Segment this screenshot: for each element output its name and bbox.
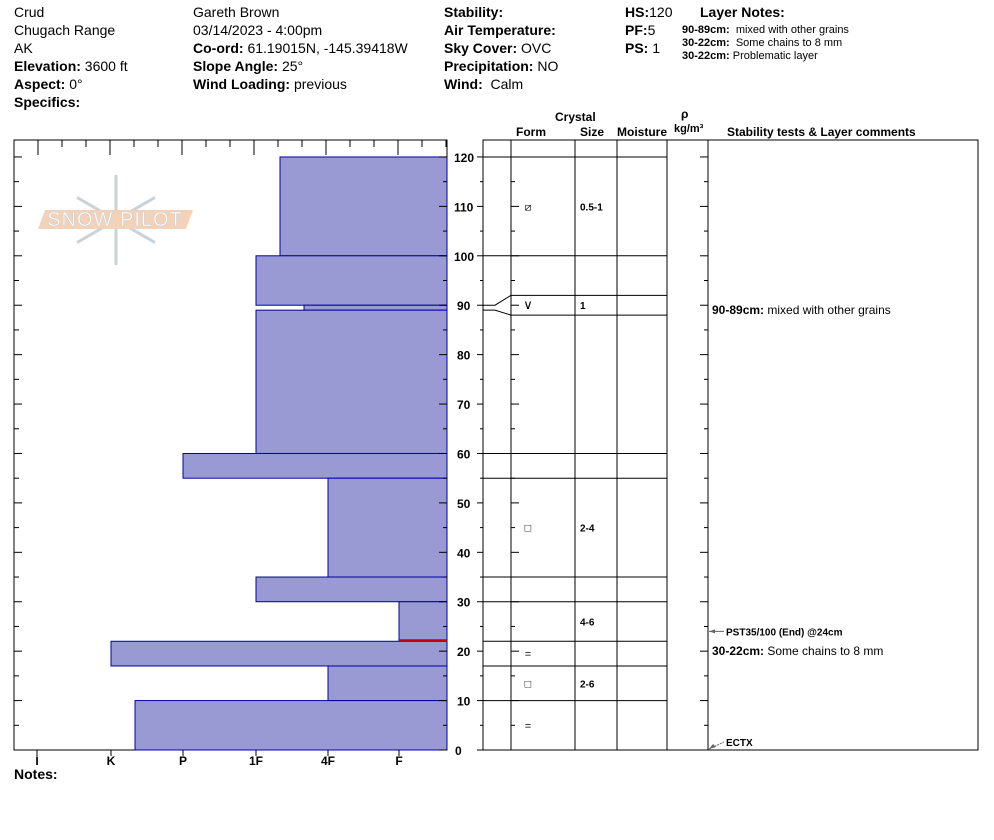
specifics-label: Specifics: [14,94,81,110]
observer: Gareth Brown [193,4,280,20]
wind: Wind: Calm [444,76,524,92]
header-rho: ρ [681,107,689,121]
depth-label: 90 [457,299,471,313]
stability-test: PST35/100 (End) @24cm [726,627,843,638]
hardness-label-P: P [179,754,187,768]
depth-label: 70 [457,398,471,412]
hs: HS:120 [625,4,673,20]
hardness-bar [327,665,448,702]
hardness-label-1F: 1F [249,754,263,768]
header-size: Size [580,125,605,139]
hardness-bar [255,309,448,454]
layer-notes-title: Layer Notes: [700,4,785,20]
range: Chugach Range [14,22,116,38]
hardness-bar [327,477,448,578]
location: Crud [14,4,45,20]
ps: PS: 1 [625,40,661,56]
depth-label: 0 [455,744,462,758]
header-crystal: Crystal [555,110,596,124]
grain-size: 2-4 [580,524,595,535]
hardness-bar [303,304,448,311]
layer-note: 30-22cm: Some chains to 8 mm [682,37,843,49]
depth-label: 10 [457,695,471,709]
precipitation: Precipitation: NO [444,58,559,74]
hardness-bar [182,452,448,479]
hardness-bar [398,601,448,642]
depth-label: 40 [457,546,471,560]
layer-comment: 30-22cm: Some chains to 8 mm [712,644,883,658]
datetime: 03/14/2023 - 4:00pm [193,22,323,38]
header-form: Form [516,125,546,139]
depth-label: 110 [454,200,474,214]
grain-form-icon: □ [525,523,532,535]
depth-label: 30 [457,596,471,610]
depth-label: 80 [457,349,471,363]
hardness-label-I: I [35,754,38,768]
sky-cover: Sky Cover: OVC [444,40,552,56]
grain-size: 4-6 [580,618,595,629]
depth-label: 100 [454,250,474,264]
pf: PF:5 [625,22,656,38]
header-density: kg/m³ [674,123,704,135]
test-arrow [708,741,725,750]
layer-connector [483,294,512,306]
grain-form-icon: ∨ [523,297,533,312]
state: AK [14,40,33,56]
notes-label: Notes: [14,766,58,782]
grain-form-icon: = [525,720,531,732]
grain-size: 2-6 [580,679,595,690]
hardness-bar [110,640,448,667]
depth-label: 120 [454,151,474,165]
hardness-bar [255,576,448,603]
hardness-label-K: K [107,754,116,768]
grain-form-icon: ⧄ [525,201,532,213]
grain-form-icon: = [525,649,531,661]
layer-note: 90-89cm: mixed with other grains [682,24,849,36]
header-comments: Stability tests & Layer comments [727,125,916,139]
hardness-label-F: F [395,754,402,768]
grain-size: 1 [580,301,586,312]
crystal-table-frame [482,139,979,751]
hardness-label-4F: 4F [321,754,335,768]
stability-label: Stability: [444,4,504,20]
elevation: Elevation: 3600 ft [14,58,128,74]
wind-loading: Wind Loading: previous [193,76,347,92]
depth-label: 60 [457,447,471,461]
coordinates: Co-ord: 61.19015N, -145.39418W [193,40,408,56]
arrow-head-icon [709,744,716,749]
hardness-bar [279,156,448,257]
depth-label: 20 [457,645,471,659]
layer-comment: 90-89cm: mixed with other grains [712,303,891,317]
hardness-bar [255,255,448,306]
grain-size: 0.5-1 [580,202,603,213]
layer-connector [483,309,512,316]
grain-form-icon: □ [525,678,532,690]
header-moisture: Moisture [617,125,668,139]
logo-banner [38,210,193,229]
aspect: Aspect: 0° [14,76,83,92]
slope-angle: Slope Angle: 25° [193,58,304,74]
stability-test: ECTX [726,738,753,749]
air-temp-label: Air Temperature: [444,22,556,38]
arrow-head-icon [709,629,715,634]
hardness-bar [134,700,448,751]
layer-note: 30-22cm: Problematic layer [682,50,818,62]
logo-text: SNOW PILOT [47,209,183,231]
depth-label: 50 [457,497,471,511]
